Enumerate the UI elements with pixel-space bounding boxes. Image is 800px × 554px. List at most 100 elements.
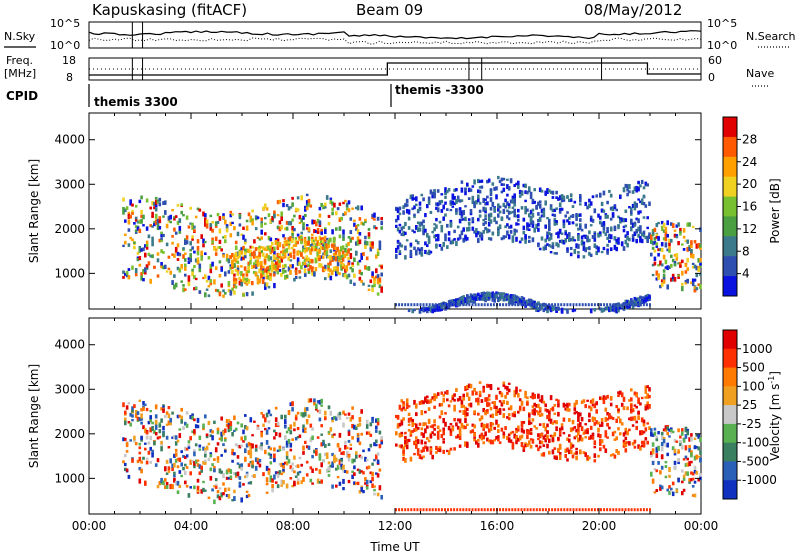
echo-cell xyxy=(699,247,702,250)
echo-cell xyxy=(184,288,187,292)
echo-cell xyxy=(184,446,187,451)
echo-cell xyxy=(542,212,546,217)
echo-cell xyxy=(245,494,249,499)
echo-cell xyxy=(364,477,367,482)
ground-echo xyxy=(492,508,495,512)
echo-cell xyxy=(659,470,662,475)
echo-cell xyxy=(562,199,566,202)
echo-cell xyxy=(622,187,626,193)
echo-cell xyxy=(338,481,342,486)
echo-cell xyxy=(380,265,383,269)
echo-cell xyxy=(124,437,127,441)
echo-cell xyxy=(162,201,165,206)
echo-cell xyxy=(588,251,591,256)
echo-cell xyxy=(633,296,637,300)
echo-cell xyxy=(278,470,282,473)
echo-cell xyxy=(263,268,267,273)
echo-cell xyxy=(611,212,615,217)
echo-cell xyxy=(466,182,469,187)
echo-cell xyxy=(285,430,289,434)
echo-cell xyxy=(580,437,584,440)
echo-cell xyxy=(473,230,476,234)
echo-cell xyxy=(187,493,191,498)
echo-cell xyxy=(684,463,688,467)
echo-cell xyxy=(149,435,152,441)
echo-cell xyxy=(238,251,241,256)
echo-cell xyxy=(334,266,338,270)
echo-cell xyxy=(300,240,303,245)
echo-cell xyxy=(293,480,296,486)
colorbar-tick-label: 100 xyxy=(742,379,765,393)
echo-cell xyxy=(537,201,540,206)
echo-cell xyxy=(340,464,343,470)
echo-cell xyxy=(169,270,172,275)
echo-cell xyxy=(313,401,316,406)
echo-cell xyxy=(258,238,262,241)
echo-cell xyxy=(664,242,668,248)
echo-cell xyxy=(460,199,464,202)
echo-cell xyxy=(495,293,498,299)
echo-cell xyxy=(218,239,222,244)
echo-cell xyxy=(509,439,513,444)
echo-cell xyxy=(222,236,225,239)
echo-cell xyxy=(229,233,233,238)
echo-cell xyxy=(440,410,444,416)
echo-cell xyxy=(296,253,299,256)
echo-cell xyxy=(544,244,547,248)
ground-echo xyxy=(572,303,575,307)
echo-cell xyxy=(404,435,407,439)
echo-cell xyxy=(322,206,325,210)
echo-cell xyxy=(125,271,129,275)
echo-cell xyxy=(240,250,243,255)
echo-cell xyxy=(367,232,371,237)
echo-cell xyxy=(174,231,178,235)
echo-cell xyxy=(637,397,640,403)
echo-cell xyxy=(285,483,289,489)
echo-cell xyxy=(589,218,593,222)
echo-cell xyxy=(318,469,322,475)
echo-cell xyxy=(551,208,555,213)
echo-cell xyxy=(551,213,555,217)
echo-cell xyxy=(671,223,675,229)
echo-cell xyxy=(471,217,475,222)
echo-cell xyxy=(171,436,174,439)
echo-cell xyxy=(671,491,675,497)
echo-cell xyxy=(240,271,243,276)
echo-cell xyxy=(173,274,176,278)
echo-cell xyxy=(365,256,369,261)
echo-cell xyxy=(178,428,182,431)
echo-cell xyxy=(327,443,331,447)
echo-cell xyxy=(513,184,516,188)
echo-cell xyxy=(127,228,131,232)
echo-cell xyxy=(330,243,334,248)
echo-cell xyxy=(433,393,436,396)
nsky-label: N.Sky xyxy=(4,30,36,43)
echo-cell xyxy=(460,230,464,236)
echo-cell xyxy=(252,254,256,259)
echo-cell xyxy=(331,207,334,212)
echo-cell xyxy=(462,210,465,216)
echo-cell xyxy=(498,210,502,214)
echo-cell xyxy=(582,431,586,435)
echo-cell xyxy=(225,224,229,228)
echo-cell xyxy=(637,410,640,415)
echo-cell xyxy=(345,470,349,474)
echo-cell xyxy=(593,417,597,421)
echo-cell xyxy=(538,187,542,193)
echo-cell xyxy=(315,221,318,227)
echo-cell xyxy=(216,427,220,431)
echo-cell xyxy=(342,273,345,278)
echo-cell xyxy=(600,222,604,228)
echo-cell xyxy=(409,249,413,255)
echo-cell xyxy=(324,410,327,416)
echo-cell xyxy=(631,300,635,305)
echo-cell xyxy=(340,257,343,261)
echo-cell xyxy=(207,496,211,499)
echo-cell xyxy=(149,206,152,210)
echo-cell xyxy=(635,202,638,208)
echo-cell xyxy=(365,486,369,490)
echo-cell xyxy=(681,491,684,496)
echo-cell xyxy=(493,216,496,220)
echo-cell xyxy=(154,207,158,212)
ground-echo xyxy=(398,508,401,512)
